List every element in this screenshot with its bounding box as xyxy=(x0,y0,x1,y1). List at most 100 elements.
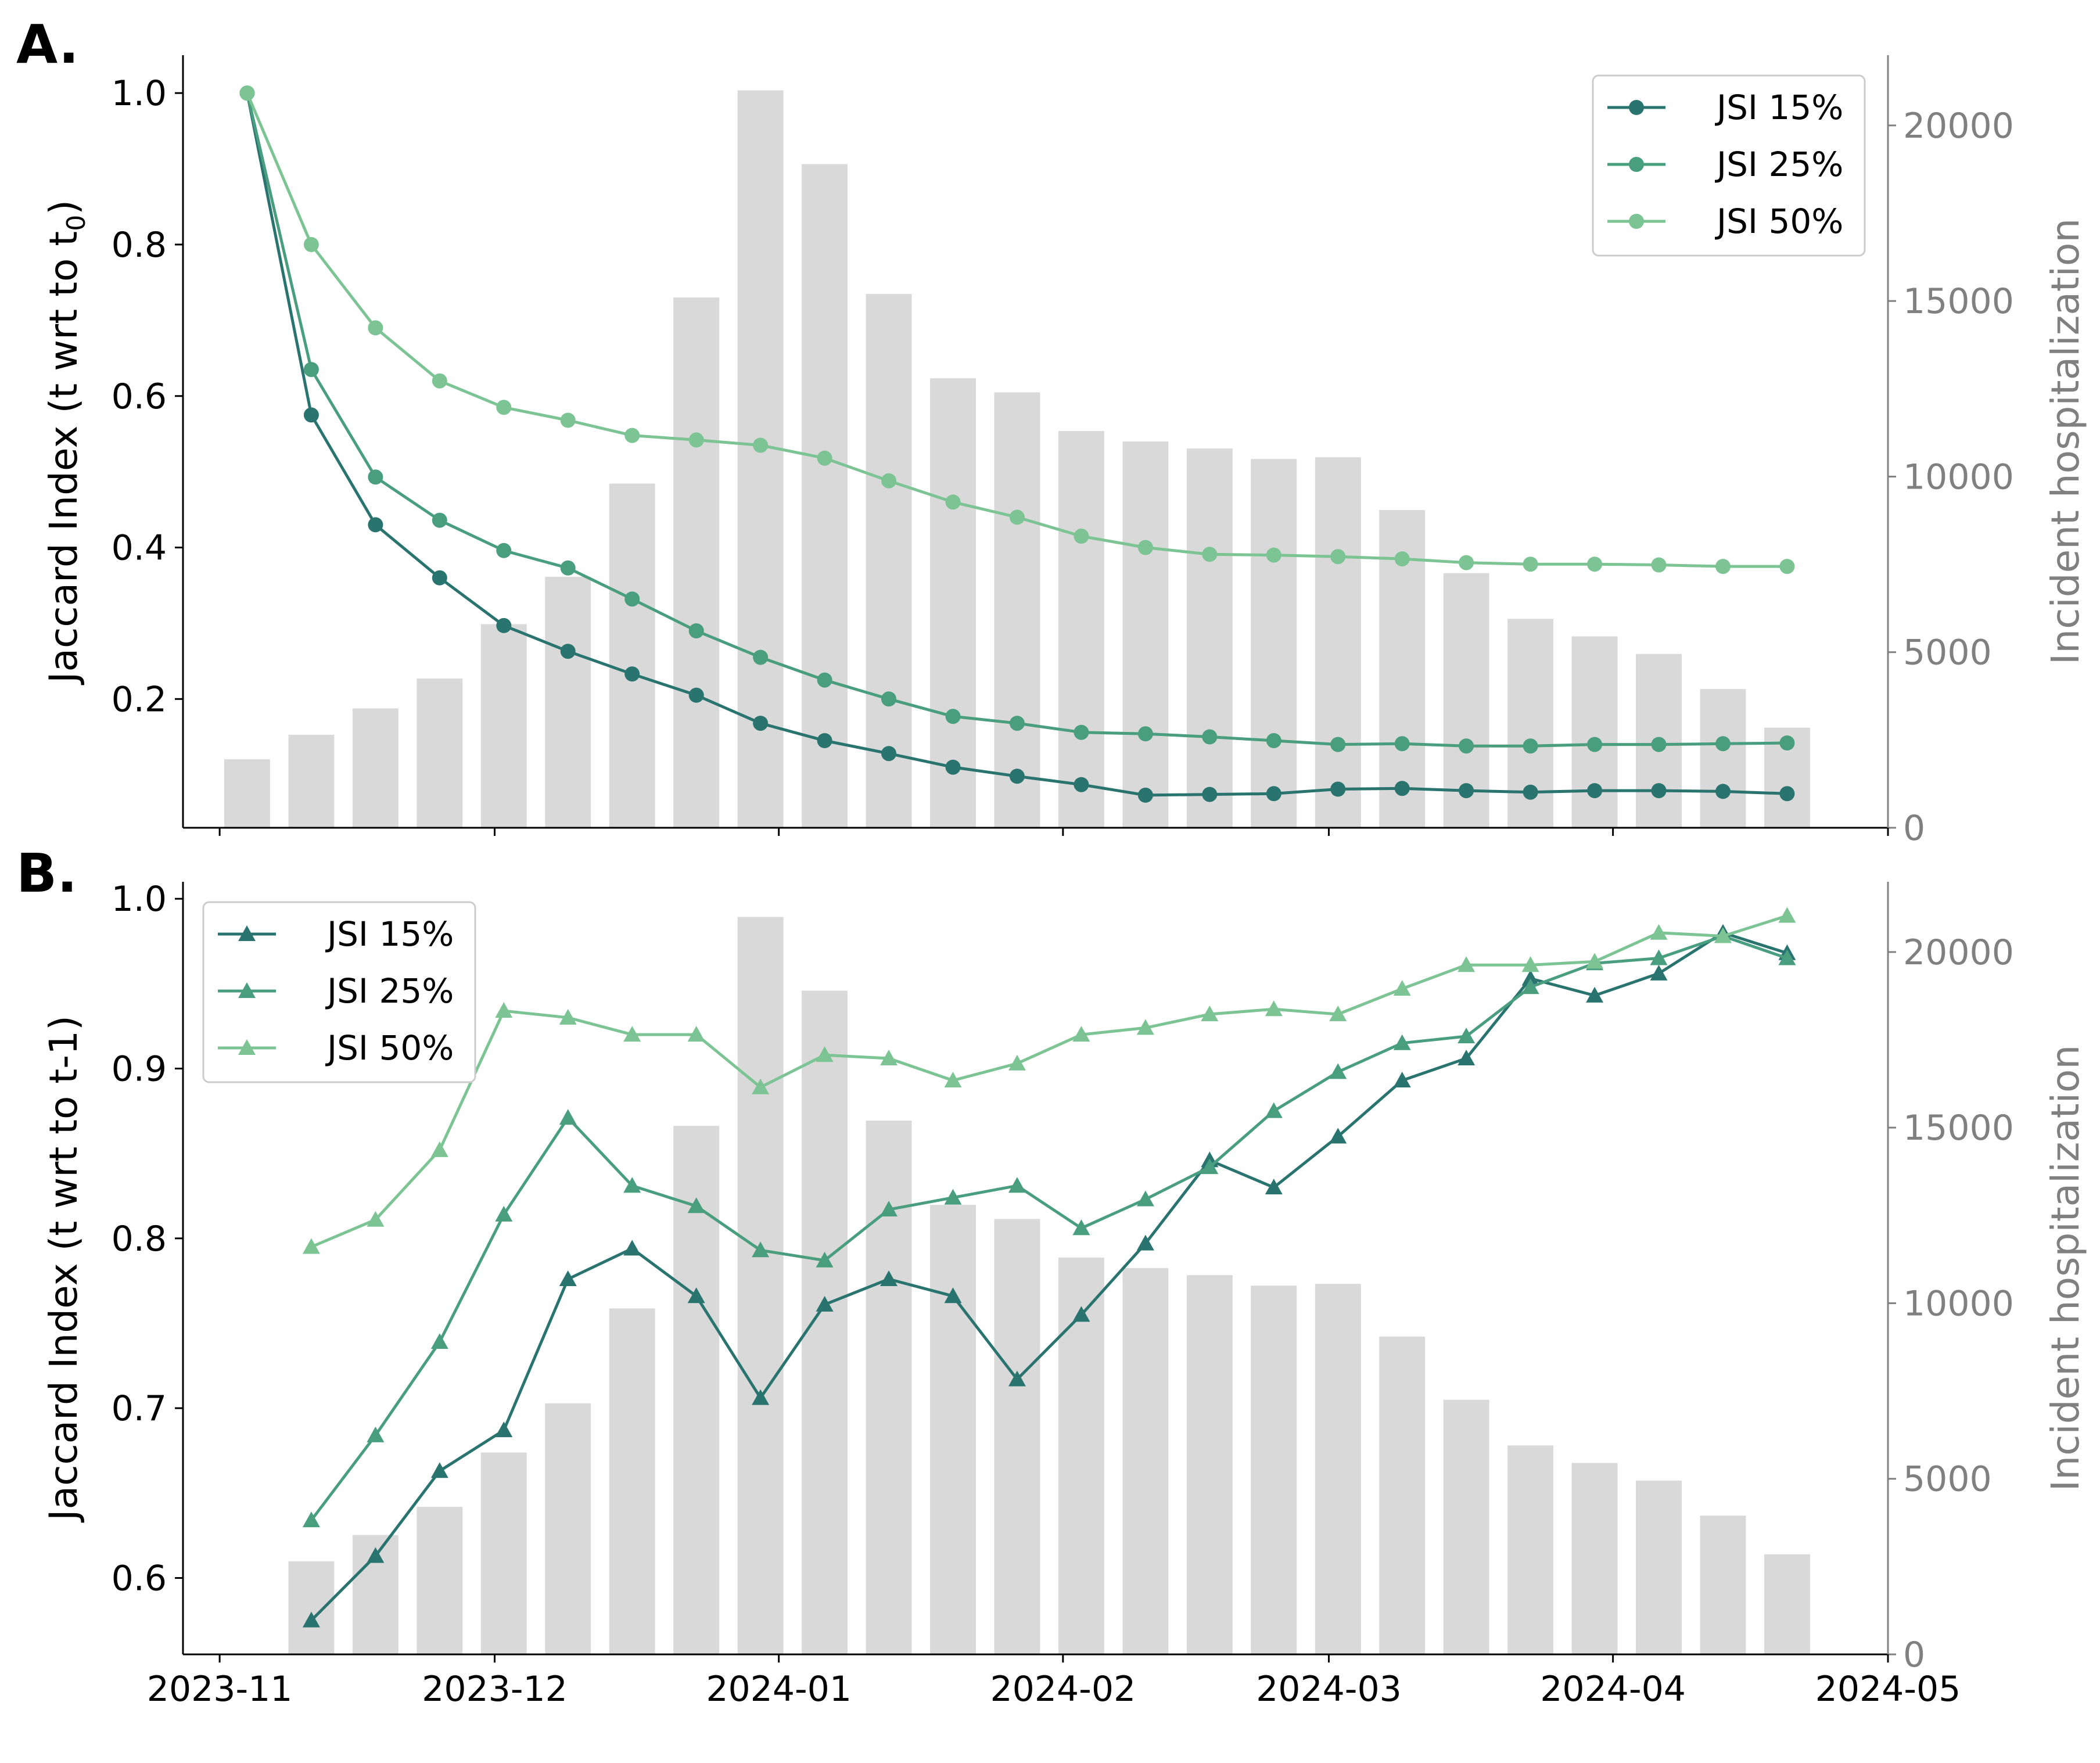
x-tick-label: 2024-02 xyxy=(990,1669,1136,1710)
data-point xyxy=(368,320,383,336)
data-point xyxy=(1265,1000,1283,1017)
data-point xyxy=(367,1426,385,1442)
legend-marker xyxy=(238,925,256,941)
data-point xyxy=(1650,949,1668,965)
data-point xyxy=(944,1189,962,1205)
legend-label: JSI 25% xyxy=(325,971,454,1011)
data-point xyxy=(496,617,512,633)
hospitalization-bar xyxy=(1443,1399,1489,1654)
legend-label: JSI 15% xyxy=(325,914,454,954)
data-point xyxy=(1329,1128,1347,1144)
y-axis-label-subscript: 0 xyxy=(62,215,91,231)
series-line xyxy=(310,914,1788,1248)
data-point xyxy=(1202,729,1218,745)
series-line xyxy=(310,935,1788,1521)
hospitalization-bar xyxy=(288,734,335,828)
data-point xyxy=(945,494,961,510)
data-point xyxy=(559,1008,577,1025)
data-point xyxy=(1266,547,1281,563)
y2-axis-label: Incident hospitalization xyxy=(2043,218,2088,665)
hospitalization-bar xyxy=(1507,1445,1553,1654)
data-point xyxy=(881,691,896,707)
data-point xyxy=(1136,1019,1154,1035)
data-point xyxy=(816,1295,834,1312)
data-point xyxy=(1523,556,1538,572)
data-point xyxy=(1523,784,1538,800)
data-point xyxy=(1778,907,1796,923)
data-point xyxy=(432,373,447,389)
data-point xyxy=(752,1078,770,1094)
data-point xyxy=(1715,559,1731,574)
data-point xyxy=(880,1201,898,1217)
y-tick-label: 0.6 xyxy=(112,1558,167,1599)
hospitalization-bar xyxy=(930,378,976,828)
y2-axis-label: Incident hospitalization xyxy=(2043,1045,2088,1491)
hospitalization-bar xyxy=(480,624,527,828)
data-point xyxy=(817,672,832,688)
y-tick-label: 0.6 xyxy=(112,376,167,417)
data-point xyxy=(1714,927,1732,943)
hospitalization-bar xyxy=(1058,1257,1104,1654)
hospitalization-bar xyxy=(1122,1268,1169,1654)
legend-marker xyxy=(1629,214,1644,229)
data-point xyxy=(302,1611,320,1628)
data-point xyxy=(1008,1370,1026,1387)
data-point xyxy=(1265,1102,1283,1118)
data-point xyxy=(687,1287,705,1304)
data-point xyxy=(945,759,961,775)
data-point xyxy=(753,437,769,453)
data-point xyxy=(688,623,704,638)
x-tick-label: 2024-04 xyxy=(1540,1669,1686,1710)
legend-label: JSI 50% xyxy=(325,1028,454,1068)
data-point xyxy=(881,473,896,489)
y-axis-label: Jaccard Index (t wrt to t0) xyxy=(41,200,91,685)
data-point xyxy=(1523,738,1538,754)
data-point xyxy=(1394,736,1410,752)
data-point xyxy=(1072,1219,1090,1236)
data-point xyxy=(1394,781,1410,796)
data-point xyxy=(1394,551,1410,567)
data-point xyxy=(303,407,319,423)
data-point xyxy=(1202,547,1218,562)
data-point xyxy=(303,362,319,378)
y2-tick-label: 15000 xyxy=(1903,281,2014,322)
data-point xyxy=(817,733,832,748)
series-line xyxy=(310,931,1788,1622)
hospitalization-bar xyxy=(1700,1516,1746,1654)
panel-label: B. xyxy=(16,842,77,904)
hospitalization-bar xyxy=(1571,1463,1618,1654)
data-point xyxy=(1009,509,1025,525)
data-point xyxy=(559,1109,577,1125)
hospitalization-bar xyxy=(994,392,1040,828)
data-point xyxy=(1586,953,1604,969)
data-point xyxy=(944,1072,962,1087)
data-point xyxy=(1521,978,1539,994)
legend xyxy=(202,901,476,1083)
data-point xyxy=(1137,787,1153,803)
data-point xyxy=(495,1421,513,1438)
hospitalization-bar xyxy=(737,90,784,828)
data-point xyxy=(1521,956,1539,972)
panel-b: B. 0.6 0.7 0.8 0.9 1.0 0 5000 10000 15000 20000 20… xyxy=(16,842,2088,1710)
hospitalization-bar xyxy=(1315,457,1361,828)
data-point xyxy=(1650,964,1668,981)
x-tick-label: 2024-05 xyxy=(1815,1669,1961,1710)
data-point xyxy=(1393,1034,1411,1050)
hospitalization-bar xyxy=(1764,1554,1810,1654)
data-point xyxy=(495,1205,513,1222)
data-point xyxy=(1458,956,1476,972)
data-point xyxy=(1587,737,1603,752)
data-point xyxy=(881,746,896,762)
hospitalization-bar xyxy=(802,990,848,1654)
y-tick-label: 0.8 xyxy=(112,1219,167,1259)
y2-tick-label: 0 xyxy=(1903,808,1925,849)
data-point xyxy=(430,1333,448,1349)
data-point xyxy=(1266,786,1281,802)
data-point xyxy=(1072,1306,1090,1322)
data-point xyxy=(1137,726,1153,742)
data-point xyxy=(1587,556,1603,572)
hospitalization-bar xyxy=(417,1507,463,1654)
hospitalization-bar xyxy=(609,1308,655,1654)
data-point xyxy=(1458,1050,1476,1065)
data-point xyxy=(1201,1006,1219,1021)
